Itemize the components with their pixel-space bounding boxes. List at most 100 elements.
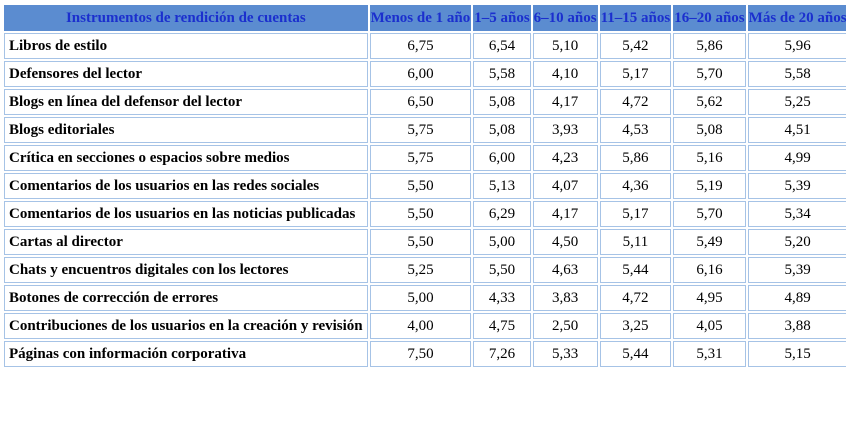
value-cell: 5,13 [473,173,531,199]
row-label-cell: Libros de estilo [4,33,368,59]
value-cell: 3,25 [599,313,672,339]
value-cell: 4,63 [532,257,598,283]
row-label-cell: Blogs editoriales [4,117,368,143]
header-row: Instrumentos de rendición de cuentas Men… [4,5,846,31]
value-cell: 5,16 [673,145,746,171]
value-cell: 7,26 [473,341,531,367]
row-label-cell: Chats y encuentros digitales con los lec… [4,257,368,283]
value-cell: 6,54 [473,33,531,59]
table-row: Comentarios de los usuarios en las notic… [4,201,846,227]
column-header-cell: Más de 20 años [747,5,846,31]
value-cell: 5,19 [673,173,746,199]
row-label-cell: Defensores del lector [4,61,368,87]
value-cell: 4,50 [532,229,598,255]
value-cell: 5,15 [747,341,846,367]
value-cell: 5,17 [599,61,672,87]
value-cell: 4,33 [473,285,531,311]
value-cell: 3,83 [532,285,598,311]
value-cell: 5,08 [673,117,746,143]
value-cell: 4,17 [532,201,598,227]
value-cell: 5,25 [747,89,846,115]
value-cell: 5,58 [473,61,531,87]
value-cell: 6,75 [369,33,472,59]
value-cell: 7,50 [369,341,472,367]
value-cell: 6,50 [369,89,472,115]
accountability-instruments-table: Instrumentos de rendición de cuentas Men… [2,3,846,369]
table-row: Comentarios de los usuarios en las redes… [4,173,846,199]
header-title-cell: Instrumentos de rendición de cuentas [4,5,368,31]
row-label-cell: Comentarios de los usuarios en las redes… [4,173,368,199]
row-label-cell: Cartas al director [4,229,368,255]
value-cell: 4,95 [673,285,746,311]
value-cell: 5,34 [747,201,846,227]
value-cell: 5,86 [599,145,672,171]
value-cell: 5,50 [369,173,472,199]
value-cell: 5,20 [747,229,846,255]
value-cell: 4,05 [673,313,746,339]
column-header-cell: 11–15 años [599,5,672,31]
value-cell: 5,70 [673,201,746,227]
row-label-cell: Crítica en secciones o espacios sobre me… [4,145,368,171]
column-header-cell: 16–20 años [673,5,746,31]
table-row: Cartas al director 5,50 5,00 4,50 5,11 5… [4,229,846,255]
value-cell: 5,08 [473,117,531,143]
value-cell: 4,99 [747,145,846,171]
value-cell: 4,17 [532,89,598,115]
value-cell: 4,75 [473,313,531,339]
value-cell: 4,89 [747,285,846,311]
value-cell: 5,50 [473,257,531,283]
value-cell: 3,88 [747,313,846,339]
table-row: Blogs en línea del defensor del lector 6… [4,89,846,115]
row-label-cell: Contribuciones de los usuarios en la cre… [4,313,368,339]
value-cell: 4,72 [599,89,672,115]
table-row: Crítica en secciones o espacios sobre me… [4,145,846,171]
row-label-cell: Botones de corrección de errores [4,285,368,311]
value-cell: 5,42 [599,33,672,59]
value-cell: 5,86 [673,33,746,59]
value-cell: 4,00 [369,313,472,339]
value-cell: 5,49 [673,229,746,255]
page: { "colors": { "header_bg": "#5b8cd0", "h… [0,3,846,431]
table-row: Chats y encuentros digitales con los lec… [4,257,846,283]
column-header-cell: 6–10 años [532,5,598,31]
value-cell: 5,96 [747,33,846,59]
table-row: Botones de corrección de errores 5,00 4,… [4,285,846,311]
row-label-cell: Blogs en línea del defensor del lector [4,89,368,115]
table-row: Páginas con información corporativa 7,50… [4,341,846,367]
value-cell: 5,62 [673,89,746,115]
value-cell: 5,10 [532,33,598,59]
accountability-table-wrapper: Instrumentos de rendición de cuentas Men… [2,3,846,369]
row-label-cell: Páginas con información corporativa [4,341,368,367]
value-cell: 4,23 [532,145,598,171]
value-cell: 5,31 [673,341,746,367]
value-cell: 4,36 [599,173,672,199]
value-cell: 5,75 [369,117,472,143]
table-row: Libros de estilo 6,75 6,54 5,10 5,42 5,8… [4,33,846,59]
value-cell: 5,75 [369,145,472,171]
value-cell: 5,44 [599,257,672,283]
value-cell: 3,93 [532,117,598,143]
value-cell: 2,50 [532,313,598,339]
value-cell: 5,00 [473,229,531,255]
value-cell: 5,44 [599,341,672,367]
value-cell: 5,25 [369,257,472,283]
value-cell: 4,72 [599,285,672,311]
value-cell: 6,16 [673,257,746,283]
value-cell: 5,39 [747,173,846,199]
value-cell: 4,51 [747,117,846,143]
value-cell: 5,33 [532,341,598,367]
value-cell: 5,08 [473,89,531,115]
value-cell: 5,17 [599,201,672,227]
row-label-cell: Comentarios de los usuarios en las notic… [4,201,368,227]
value-cell: 5,70 [673,61,746,87]
table-row: Contribuciones de los usuarios en la cre… [4,313,846,339]
value-cell: 4,07 [532,173,598,199]
value-cell: 5,11 [599,229,672,255]
value-cell: 6,00 [473,145,531,171]
value-cell: 4,53 [599,117,672,143]
value-cell: 4,10 [532,61,598,87]
table-row: Defensores del lector 6,00 5,58 4,10 5,1… [4,61,846,87]
table-row: Blogs editoriales 5,75 5,08 3,93 4,53 5,… [4,117,846,143]
value-cell: 6,00 [369,61,472,87]
value-cell: 5,39 [747,257,846,283]
